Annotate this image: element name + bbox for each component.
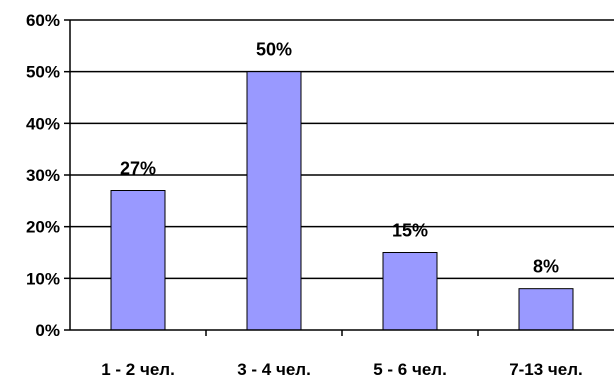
bars	[110, 71, 574, 331]
x-tick-labels: 1 - 2 чел. 3 - 4 чел. 5 - 6 чел. 7-13 чел.	[101, 360, 583, 379]
bar	[110, 190, 166, 331]
y-tick-label: 0%	[35, 321, 60, 340]
bar	[246, 71, 302, 331]
x-tick-label: 1 - 2 чел.	[101, 360, 175, 379]
data-label: 15%	[392, 221, 428, 241]
data-label: 8%	[533, 257, 559, 277]
x-tick-label: 7-13 чел.	[509, 360, 583, 379]
y-tick-label: 20%	[26, 218, 60, 237]
y-tick-label: 40%	[26, 114, 60, 133]
data-label: 50%	[256, 40, 292, 60]
data-labels: 27% 50% 15% 8%	[120, 40, 559, 277]
x-tick-label: 5 - 6 чел.	[373, 360, 447, 379]
y-tick-label: 10%	[26, 269, 60, 288]
bar	[382, 252, 438, 331]
bar	[518, 288, 574, 331]
axes	[64, 19, 614, 336]
y-tick-label: 60%	[26, 11, 60, 30]
data-label: 27%	[120, 159, 156, 179]
y-tick-label: 50%	[26, 63, 60, 82]
x-tick-label: 3 - 4 чел.	[237, 360, 311, 379]
y-tick-labels: 0% 10% 20% 30% 40% 50% 60%	[26, 11, 60, 340]
y-tick-label: 30%	[26, 166, 60, 185]
